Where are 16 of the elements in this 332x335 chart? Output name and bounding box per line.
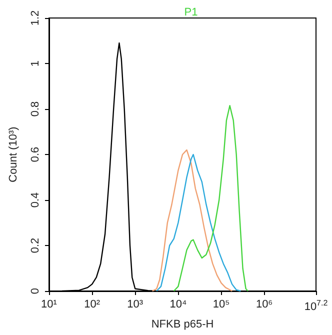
chart-title: P1 <box>184 6 198 18</box>
y-tick-label: 0.6 <box>30 146 42 162</box>
y-tick-label: 0.4 <box>30 192 42 208</box>
y-tick-label: 0.2 <box>30 238 42 254</box>
y-tick-label: 1.2 <box>30 10 42 26</box>
y-tick-label: 1 <box>30 60 42 67</box>
x-tick-label: 10⁵ <box>212 298 230 310</box>
x-tick-label: 10⁶ <box>256 298 273 310</box>
y-tick-label: 0 <box>30 288 42 294</box>
x-tick-label: 10³ <box>127 298 144 310</box>
x-axis-title: NFKB p65-H <box>151 318 214 330</box>
x-tick-label: 10² <box>84 298 100 310</box>
x-tick-label: 10⁴ <box>170 298 187 310</box>
y-tick-label: 0.8 <box>30 101 42 117</box>
y-axis-title: Count (10³) <box>8 126 20 182</box>
x-tick-label: 10¹ <box>41 298 58 310</box>
